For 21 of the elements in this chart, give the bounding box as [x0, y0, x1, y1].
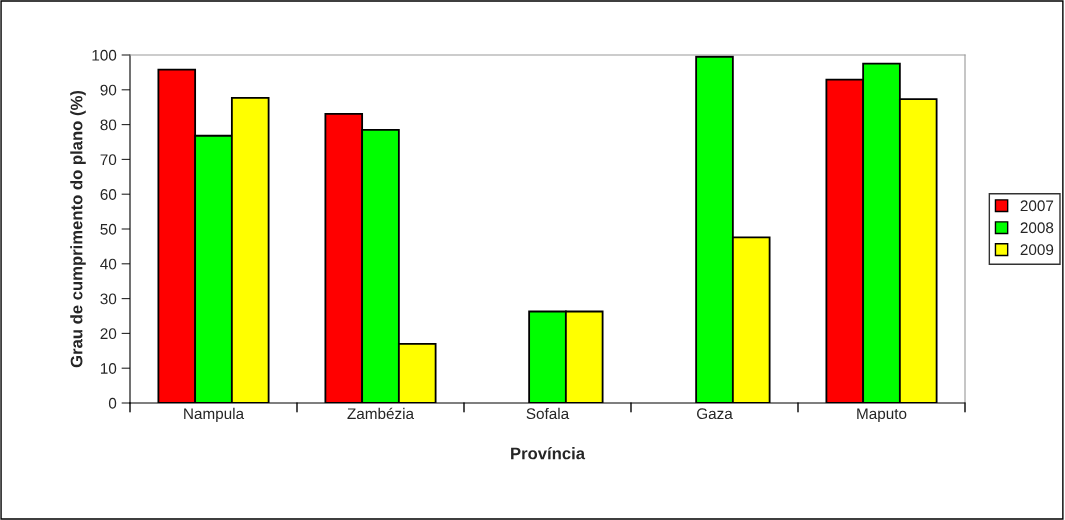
y-tick-label: 10: [100, 363, 117, 374]
x-tick-label: Maputo: [857, 408, 907, 423]
legend-label: 2009: [1020, 244, 1054, 256]
y-tick-label: 70: [100, 154, 117, 166]
y-axis-title: Grau de cumprimento do plano (%): [70, 90, 86, 368]
y-tick-label: 0: [108, 397, 117, 409]
y-tick-label: 20: [100, 328, 117, 340]
x-tick-label: Zambézia: [347, 407, 415, 420]
x-tick-label: Gaza: [697, 408, 733, 420]
y-tick-label: 90: [100, 84, 117, 96]
y-tick-label: 60: [100, 189, 117, 200]
y-tick-label: 100: [92, 49, 117, 61]
x-axis-title: Província: [511, 446, 586, 460]
y-tick-label: 50: [100, 223, 117, 235]
x-tick-label: Nampula: [184, 407, 245, 423]
y-tick-label: 30: [100, 293, 117, 305]
y-tick-label: 80: [100, 119, 117, 131]
x-tick-label: Sofala: [526, 407, 570, 420]
legend-label: 2008: [1020, 222, 1054, 234]
y-tick-label: 40: [100, 258, 117, 270]
legend-label: 2007: [1020, 200, 1054, 212]
